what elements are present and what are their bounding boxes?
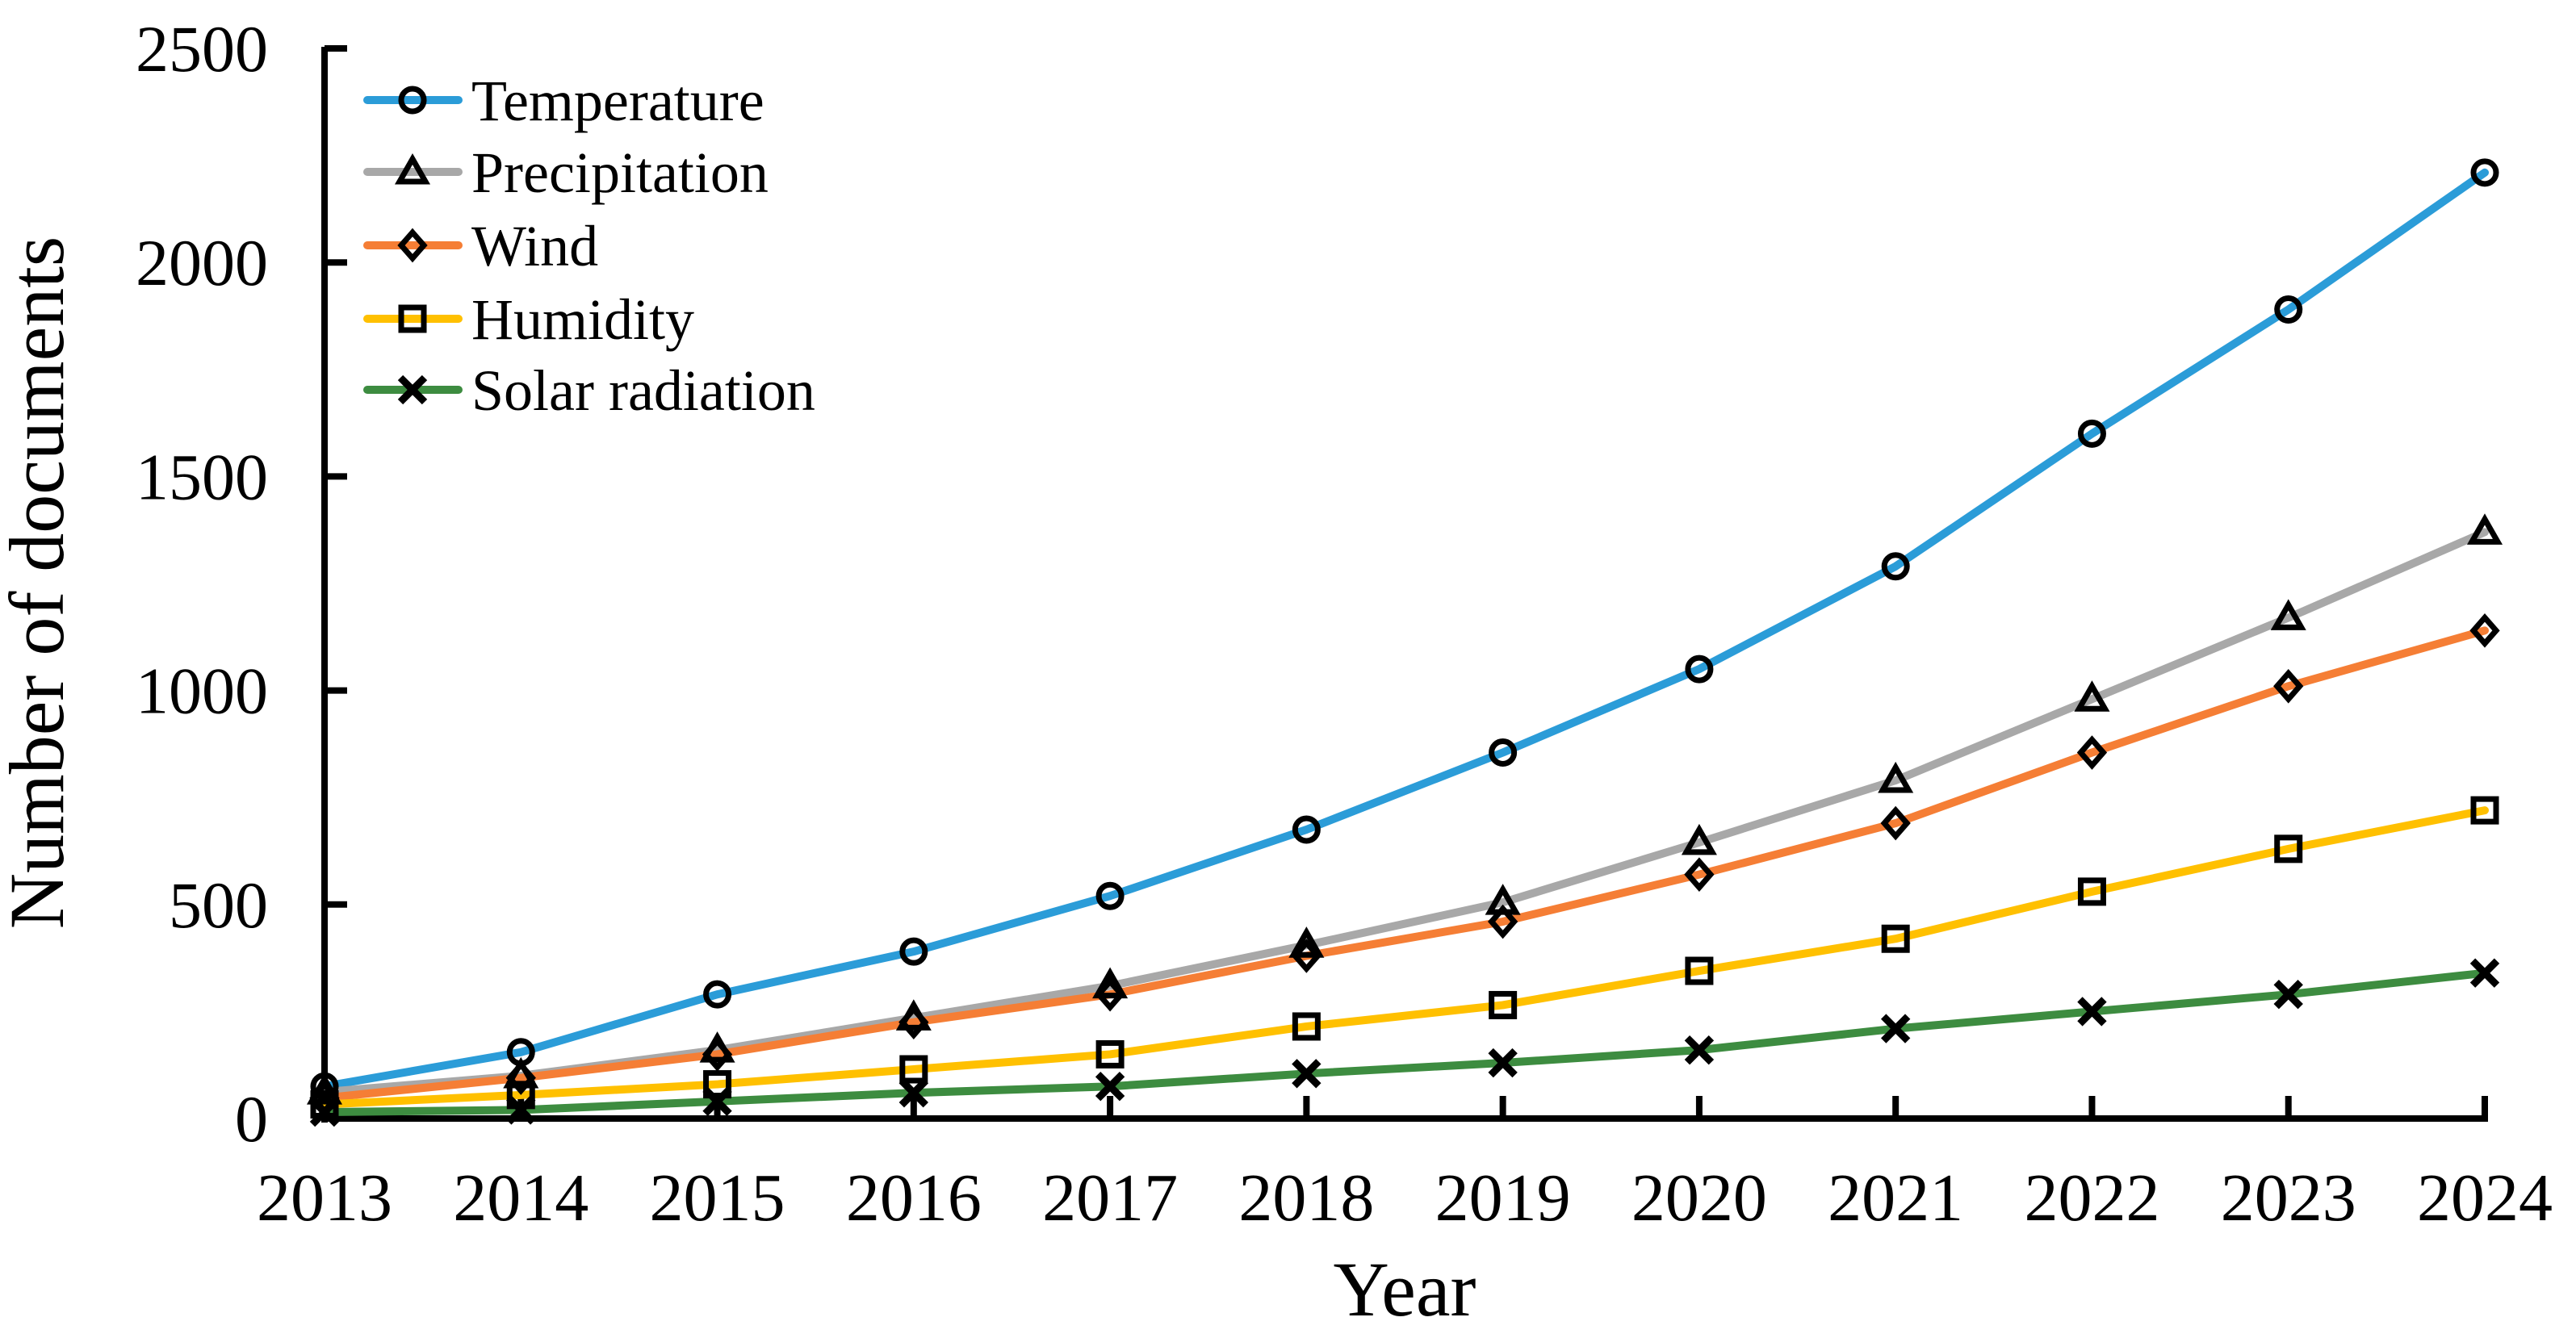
tick-labels: 0 500 1000 1500 2000 2500 2013 2014 2015 2016 2017…: [136, 12, 2553, 1236]
diamond-marker: [702, 1037, 733, 1072]
x-axis-title: Year: [1334, 1246, 1476, 1332]
triangle-marker: [1681, 823, 1717, 855]
x-tick-label: 2024: [2417, 1160, 2553, 1236]
x-tick-label: 2018: [1238, 1160, 1374, 1236]
x-marker: [2273, 980, 2303, 1010]
x-tick-label: 2021: [1828, 1160, 1963, 1236]
y-tick-label: 2500: [136, 12, 268, 86]
axes: [321, 45, 2488, 1123]
triangle-marker: [1092, 967, 1129, 999]
x-tick-label: 2017: [1042, 1160, 1178, 1236]
circle-marker: [1685, 654, 1714, 684]
x-tick-label: 2016: [846, 1160, 982, 1236]
series-line-humidity: [320, 806, 2489, 1109]
x-marker: [506, 1095, 536, 1125]
x-marker: [1488, 1048, 1518, 1078]
triangle-marker: [2270, 599, 2306, 630]
x-marker: [1292, 1059, 1322, 1089]
y-tick-label: 2000: [136, 226, 268, 299]
square-marker: [899, 1055, 928, 1084]
triangle-marker: [1288, 926, 1325, 958]
legend-item-wind: Wind: [363, 214, 598, 278]
circle-marker: [703, 980, 732, 1009]
diamond-marker: [1684, 857, 1715, 892]
circle-marker: [1489, 738, 1518, 767]
circle-marker: [2274, 295, 2303, 324]
circle-marker: [1095, 881, 1125, 910]
x-tick-label: 2015: [650, 1160, 785, 1236]
diamond-marker: [2076, 735, 2108, 770]
triangle-marker: [2074, 680, 2110, 712]
diamond-marker: [1487, 904, 1518, 939]
square-marker: [2470, 796, 2499, 825]
x-marker: [1880, 1014, 1911, 1043]
legend-label: Solar radiation: [471, 358, 815, 423]
series-line-temperature: [320, 168, 2489, 1091]
data-series-lines: [320, 168, 2489, 1117]
x-marker: [702, 1086, 732, 1116]
x-marker: [898, 1077, 929, 1108]
diamond-marker: [1880, 805, 1911, 841]
square-marker: [1292, 1012, 1321, 1041]
y-tick-label: 1000: [136, 654, 268, 728]
circle-marker: [1881, 552, 1910, 581]
triangle-marker: [2466, 513, 2503, 545]
legend-label: Precipitation: [471, 140, 769, 205]
x-tick-label: 2014: [453, 1160, 589, 1236]
square-marker: [398, 304, 427, 333]
y-tick-label: 0: [235, 1082, 268, 1156]
circle-marker: [899, 937, 928, 966]
y-axis-title: Number of documents: [0, 236, 80, 929]
square-marker: [2274, 834, 2303, 864]
diamond-marker: [1291, 939, 1322, 973]
triangle-marker: [1878, 761, 1914, 793]
circle-marker: [1292, 815, 1321, 844]
data-point-markers: [306, 158, 2503, 1127]
circle-marker: [2470, 158, 2499, 187]
diamond-marker: [2273, 668, 2304, 704]
legend: Temperature Precipitation Wind HumiditySola…: [363, 69, 815, 423]
diamond-marker: [898, 1005, 929, 1039]
legend-item-solar-radiation: Solar radiation: [363, 358, 815, 423]
x-marker: [397, 374, 428, 405]
x-marker: [309, 1097, 340, 1127]
diamond-marker: [397, 228, 428, 263]
x-marker: [2077, 997, 2107, 1027]
circle-marker: [398, 86, 427, 115]
x-tick-label: 2022: [2024, 1160, 2159, 1236]
legend-label: Humidity: [471, 287, 694, 352]
x-marker: [1095, 1072, 1125, 1102]
x-tick-label: 2013: [257, 1160, 392, 1236]
square-marker: [2077, 877, 2106, 906]
y-tick-label: 1500: [136, 440, 268, 513]
x-tick-label: 2019: [1435, 1160, 1571, 1236]
circle-marker: [2077, 419, 2106, 448]
legend-item-temperature: Temperature: [363, 69, 764, 133]
series-line-wind: [320, 626, 2489, 1102]
legend-item-humidity: Humidity: [363, 287, 694, 352]
x-tick-label: 2023: [2221, 1160, 2356, 1236]
diamond-marker: [505, 1060, 536, 1095]
x-marker: [2469, 958, 2500, 988]
square-marker: [1489, 990, 1518, 1019]
legend-label: Temperature: [471, 69, 764, 133]
triangle-marker: [394, 153, 431, 185]
x-marker: [1684, 1035, 1715, 1065]
legend-item-precipitation: Precipitation: [363, 140, 769, 205]
legend-label: Wind: [471, 214, 598, 278]
diamond-marker: [1095, 976, 1125, 1012]
y-tick-label: 500: [169, 868, 268, 942]
square-marker: [703, 1070, 732, 1099]
square-marker: [1881, 924, 1910, 953]
square-marker: [1685, 956, 1714, 985]
x-tick-label: 2020: [1631, 1160, 1767, 1236]
square-marker: [1095, 1039, 1125, 1068]
series-line-solar-radiation: [320, 968, 2489, 1117]
diamond-marker: [2469, 613, 2500, 648]
